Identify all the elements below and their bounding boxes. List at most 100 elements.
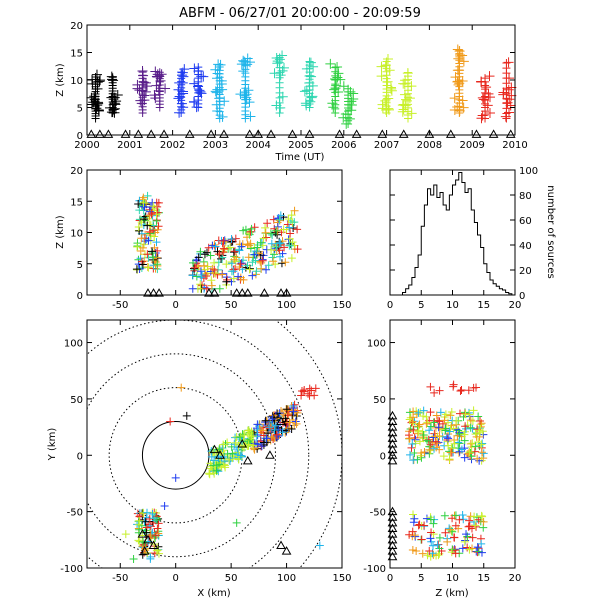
- source-mark: [268, 415, 277, 424]
- source-mark: [405, 434, 414, 443]
- station-triangle: [266, 129, 276, 138]
- source-mark: [275, 215, 284, 224]
- source-mark: [426, 534, 435, 543]
- source-mark: [397, 100, 408, 111]
- station-triangle: [281, 546, 292, 555]
- source-mark: [237, 242, 246, 251]
- source-mark: [143, 250, 152, 259]
- source-mark: [138, 260, 147, 269]
- source-mark: [430, 388, 439, 397]
- source-mark: [426, 440, 435, 449]
- source-mark: [305, 391, 314, 400]
- source-mark: [269, 68, 280, 79]
- source-mark: [420, 448, 429, 457]
- source-mark: [430, 444, 439, 453]
- station-triangle: [231, 288, 242, 297]
- x-tick-label: 2008: [417, 140, 442, 151]
- source-mark: [146, 554, 155, 563]
- source-mark: [472, 383, 481, 392]
- y-tick-label: -50: [370, 508, 386, 519]
- station-triangle: [120, 129, 131, 138]
- source-mark: [258, 256, 267, 265]
- time-axis-label: Time (UT): [275, 152, 325, 163]
- source-mark: [223, 275, 232, 284]
- source-mark: [269, 257, 278, 266]
- source-mark: [272, 226, 281, 235]
- source-mark: [419, 406, 428, 415]
- source-mark: [149, 253, 158, 262]
- source-mark: [419, 431, 428, 440]
- station-triangle: [148, 540, 159, 549]
- station-triangle: [209, 288, 220, 297]
- source-mark: [466, 448, 475, 457]
- source-mark: [440, 511, 449, 520]
- source-mark: [479, 430, 488, 439]
- source-mark: [241, 263, 250, 272]
- source-mark: [262, 265, 271, 274]
- plan-view-axes: -50 0 50 100 150 -100 -50 0 50 100: [60, 320, 352, 584]
- range-ring: [141, 420, 210, 490]
- source-mark: [473, 543, 482, 552]
- source-mark: [438, 419, 447, 428]
- source-mark: [211, 242, 220, 251]
- y-tick-label: 15: [70, 197, 83, 208]
- source-mark: [468, 439, 477, 448]
- station-triangle: [276, 416, 286, 425]
- source-mark: [205, 470, 214, 479]
- x-tick-label: 2001: [117, 140, 142, 151]
- source-mark: [152, 238, 161, 247]
- source-mark: [252, 247, 261, 256]
- source-mark: [173, 93, 184, 104]
- source-mark: [220, 236, 229, 245]
- station-triangle: [287, 129, 298, 138]
- source-mark: [242, 59, 253, 70]
- source-mark: [425, 426, 434, 435]
- source-mark: [426, 515, 435, 524]
- source-mark: [207, 452, 216, 461]
- source-mark: [256, 238, 265, 247]
- source-mark: [447, 548, 456, 557]
- source-mark: [445, 455, 454, 464]
- source-mark: [196, 247, 205, 256]
- source-mark: [266, 229, 275, 238]
- source-mark: [275, 53, 284, 62]
- source-mark: [272, 243, 281, 252]
- source-mark: [435, 424, 444, 433]
- source-mark: [466, 423, 475, 432]
- source-mark: [338, 81, 349, 92]
- source-mark: [178, 71, 189, 82]
- x-tick-label: 2003: [203, 140, 228, 151]
- source-mark: [436, 408, 445, 417]
- source-mark: [457, 385, 466, 394]
- source-mark: [250, 439, 259, 448]
- source-mark: [225, 455, 234, 464]
- source-mark: [426, 382, 435, 391]
- x-tick-label: 2006: [331, 140, 356, 151]
- station-triangle: [206, 129, 216, 138]
- source-mark: [153, 202, 162, 211]
- source-mark: [408, 546, 417, 555]
- x-tick-label: 2002: [160, 140, 185, 151]
- range-rings: [87, 320, 342, 568]
- source-mark: [473, 454, 482, 463]
- source-mark: [458, 511, 467, 520]
- plan-view-stations: [137, 416, 292, 555]
- source-mark: [160, 502, 169, 510]
- source-mark: [210, 258, 219, 267]
- source-mark: [174, 77, 185, 88]
- source-mark: [441, 426, 450, 435]
- y-tick-label: 0: [77, 131, 83, 142]
- source-mark: [229, 274, 238, 283]
- source-mark: [325, 58, 336, 69]
- x-tick-label: -50: [112, 573, 128, 584]
- source-mark: [222, 260, 231, 269]
- source-mark: [151, 531, 160, 540]
- source-mark: [219, 244, 228, 253]
- source-mark: [460, 453, 469, 462]
- source-mark: [145, 227, 154, 236]
- source-mark: [425, 445, 434, 454]
- source-mark: [415, 520, 424, 529]
- source-mark: [154, 222, 163, 231]
- source-mark: [429, 519, 438, 528]
- source-mark: [95, 75, 106, 86]
